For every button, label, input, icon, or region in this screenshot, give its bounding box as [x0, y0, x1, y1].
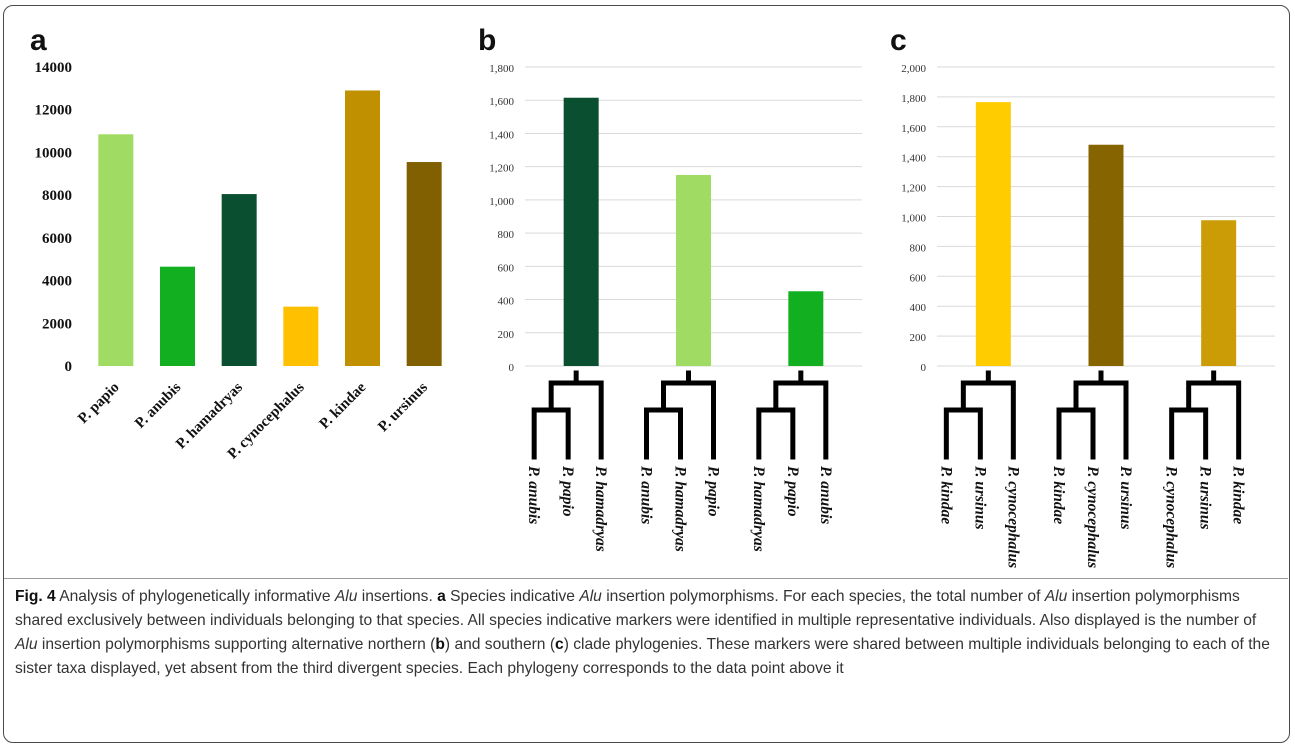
caption-panel-a: a: [437, 588, 446, 605]
bar: [283, 306, 319, 366]
taxon-label: P. kindae: [937, 466, 954, 524]
caption-text-7: ) and southern (: [444, 636, 556, 653]
y-tick-label: 800: [910, 242, 927, 254]
panel-label-c: c: [890, 24, 907, 57]
taxon-label: P. hamadryas: [672, 466, 689, 552]
y-tick-label: 1,800: [489, 63, 514, 75]
caption-text-6: insertion polymorphisms supporting alter…: [37, 636, 436, 653]
taxon-label: P. kindae: [1050, 466, 1067, 524]
bar: [98, 134, 134, 366]
x-tick-label: P. ursinus: [375, 379, 431, 435]
phylogeny-tree: [1169, 370, 1242, 460]
phylogeny-tree: [943, 370, 1016, 460]
taxon-label: P. papio: [705, 466, 722, 517]
bar: [160, 266, 195, 366]
caption-text-1: Analysis of phylogenetically informative: [55, 588, 335, 605]
taxon-label: P. anubis: [638, 466, 655, 524]
y-tick-label: 14000: [35, 60, 73, 76]
caption-text-2: insertions.: [357, 588, 438, 605]
caption-alu: Alu: [334, 588, 358, 605]
phylogeny-tree: [644, 370, 716, 460]
taxon-label: P. ursinus: [1117, 466, 1134, 529]
figure-caption: Fig. 4 Analysis of phylogenetically info…: [15, 585, 1277, 681]
taxon-label: P. papio: [784, 466, 801, 517]
bar: [788, 291, 824, 366]
caption-fig-label: Fig. 4: [15, 588, 56, 605]
bar: [1088, 144, 1124, 366]
y-tick-label: 0: [921, 362, 927, 374]
taxon-label: P. cynocephalus: [1163, 466, 1180, 568]
chart-a: 0 2000 4000 6000 8000 10000 12000 14000 P. papio…: [35, 60, 442, 462]
bar: [676, 174, 711, 366]
taxon-label: P. ursinus: [971, 466, 988, 529]
y-tick-label: 800: [498, 229, 515, 241]
y-tick-label: 200: [910, 332, 927, 344]
caption-alu: Alu: [579, 588, 602, 605]
bar: [406, 162, 442, 366]
y-tick-label: 600: [498, 262, 515, 274]
y-tick-label: 600: [910, 272, 927, 284]
panel-label-a: a: [30, 24, 47, 57]
taxon-label: P. ursinus: [1197, 466, 1214, 529]
bar: [1201, 220, 1237, 366]
taxon-label: P. anubis: [817, 466, 834, 524]
caption-alu: Alu: [15, 636, 38, 653]
y-tick-label: 8000: [42, 188, 72, 204]
taxon-label: P. kindae: [1230, 466, 1247, 524]
y-tick-label: 1,600: [489, 96, 514, 108]
figure-frame: [3, 5, 1290, 743]
y-tick-label: 2,000: [901, 63, 926, 75]
y-tick-label: 0: [509, 362, 515, 374]
chart-b: 0 200 400 600 800 1,000 1,200 1,400 1,600 1,800 P.…: [489, 63, 862, 552]
chart-c: 0 200 400 600 800 1,000 1,200 1,400 1,600 1,800 2,…: [901, 63, 1275, 568]
y-tick-label: 1,400: [489, 129, 514, 141]
y-tick-label: 2000: [42, 316, 72, 332]
caption-text-8: ) clade phylogenies. These markers were …: [15, 636, 1270, 677]
caption-panel-c: c: [555, 636, 564, 653]
phylogeny-tree: [1056, 370, 1129, 460]
y-tick-label: 0: [65, 359, 73, 375]
y-tick-label: 12000: [35, 103, 73, 119]
bar: [221, 194, 257, 366]
bar: [345, 90, 380, 366]
caption-panel-b: b: [435, 636, 445, 653]
x-tick-label: P. anubis: [132, 379, 184, 431]
y-tick-label: 4000: [42, 274, 72, 290]
y-tick-label: 400: [910, 302, 927, 314]
y-tick-label: 1,000: [901, 213, 926, 225]
y-tick-label: 400: [498, 296, 515, 308]
y-tick-label: 1,200: [901, 183, 926, 195]
taxon-label: P. hamadryas: [592, 466, 609, 552]
figure-charts: a b c 02000400060008000100001200014000P.…: [30, 24, 1275, 568]
y-tick-label: 10000: [35, 145, 73, 161]
taxon-label: P. cynocephalus: [1084, 466, 1101, 568]
x-tick-label: P. kindae: [317, 379, 370, 432]
y-tick-label: 6000: [42, 231, 72, 247]
y-tick-label: 1,000: [489, 196, 514, 208]
y-tick-label: 1,200: [489, 163, 514, 175]
caption-alu: Alu: [1044, 588, 1068, 605]
y-tick-label: 1,800: [901, 93, 926, 105]
taxon-label: P. anubis: [525, 466, 542, 524]
bar: [975, 102, 1011, 366]
taxon-label: P. cynocephalus: [1004, 466, 1021, 568]
taxon-label: P. papio: [559, 466, 576, 517]
caption-text-4: insertion polymorphisms. For each specie…: [601, 588, 1045, 605]
x-tick-label: P. papio: [75, 380, 122, 427]
caption-divider: [4, 578, 1288, 579]
y-tick-label: 1,400: [901, 153, 926, 165]
y-tick-label: 1,600: [901, 123, 926, 135]
y-tick-label: 200: [498, 329, 515, 341]
caption-text-5: insertion polymorphisms shared exclusive…: [15, 588, 1257, 629]
bar: [563, 97, 599, 366]
panel-label-b: b: [478, 24, 496, 57]
caption-text-3: Species indicative: [445, 588, 580, 605]
phylogeny-tree: [756, 370, 829, 460]
phylogeny-tree: [531, 370, 604, 460]
taxon-label: P. hamadryas: [750, 466, 767, 552]
